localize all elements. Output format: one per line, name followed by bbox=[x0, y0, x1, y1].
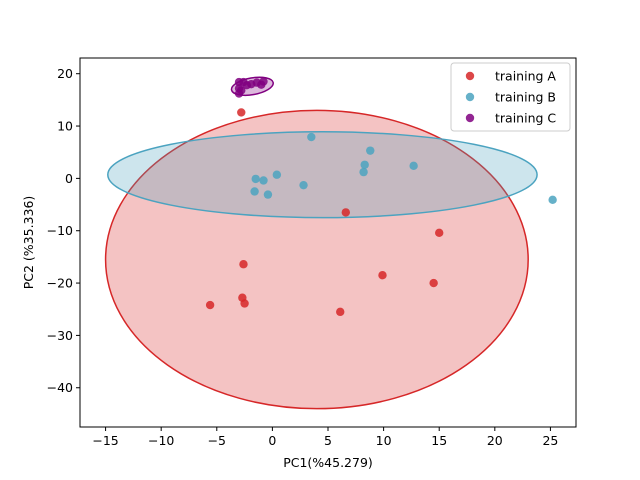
legend-label: training B bbox=[495, 90, 556, 105]
data-point bbox=[307, 132, 316, 142]
data-point bbox=[548, 195, 557, 205]
data-point bbox=[429, 278, 438, 288]
x-tick-label: 15 bbox=[431, 433, 447, 448]
confidence-ellipse-training-B bbox=[107, 131, 538, 219]
plot-area bbox=[104, 76, 557, 410]
x-tick-label: −15 bbox=[92, 433, 118, 448]
series-training-C bbox=[234, 77, 268, 98]
y-tick-label: −30 bbox=[47, 328, 73, 343]
series-training-A bbox=[205, 108, 444, 317]
legend-label: training A bbox=[495, 69, 556, 84]
data-point bbox=[205, 300, 215, 310]
legend-marker bbox=[465, 113, 475, 123]
y-tick-label: −20 bbox=[47, 276, 73, 291]
legend-marker bbox=[465, 92, 475, 102]
y-axis: −40 −30 −20 −10 0 10 20 bbox=[47, 66, 80, 395]
data-point bbox=[378, 271, 387, 280]
x-tick-label: 20 bbox=[487, 433, 503, 448]
legend-marker bbox=[465, 71, 475, 81]
x-tick-label: 10 bbox=[376, 433, 392, 448]
data-point bbox=[242, 81, 252, 90]
data-point bbox=[360, 160, 369, 169]
data-point bbox=[237, 108, 246, 117]
y-axis-label: PC2 (%35.336) bbox=[21, 196, 36, 290]
data-point bbox=[435, 228, 444, 238]
y-tick-label: −10 bbox=[47, 223, 73, 238]
data-point bbox=[341, 208, 350, 217]
x-tick-label: −10 bbox=[148, 433, 174, 448]
data-point bbox=[366, 146, 375, 155]
legend-box bbox=[450, 62, 571, 132]
x-axis: −15 −10 −5 0 5 10 15 20 25 bbox=[92, 427, 558, 448]
data-point bbox=[234, 89, 244, 98]
legend: training A training B training C bbox=[450, 62, 571, 132]
y-tick-label: 20 bbox=[57, 66, 73, 81]
x-tick-label: 0 bbox=[268, 433, 276, 448]
legend-label: training C bbox=[495, 111, 556, 126]
x-tick-label: −5 bbox=[208, 433, 226, 448]
data-point bbox=[263, 190, 273, 199]
data-point bbox=[240, 299, 249, 308]
x-tick-label: 5 bbox=[324, 433, 332, 448]
y-tick-label: −40 bbox=[47, 380, 73, 395]
y-tick-label: 10 bbox=[57, 119, 73, 134]
y-tick-label: 0 bbox=[65, 171, 73, 186]
data-point bbox=[257, 80, 266, 89]
data-point bbox=[259, 176, 268, 185]
data-point bbox=[409, 161, 418, 171]
x-axis-label: PC1(%45.279) bbox=[283, 455, 373, 470]
confidence-ellipse-training-A bbox=[104, 109, 529, 410]
data-point bbox=[299, 180, 308, 190]
data-point bbox=[336, 307, 345, 317]
data-point bbox=[234, 77, 244, 87]
series-training-B bbox=[250, 132, 557, 205]
data-point bbox=[251, 174, 260, 184]
data-point bbox=[359, 167, 368, 177]
data-point bbox=[239, 260, 248, 269]
data-point bbox=[272, 170, 282, 179]
data-point bbox=[250, 187, 259, 196]
x-tick-label: 25 bbox=[542, 433, 558, 448]
